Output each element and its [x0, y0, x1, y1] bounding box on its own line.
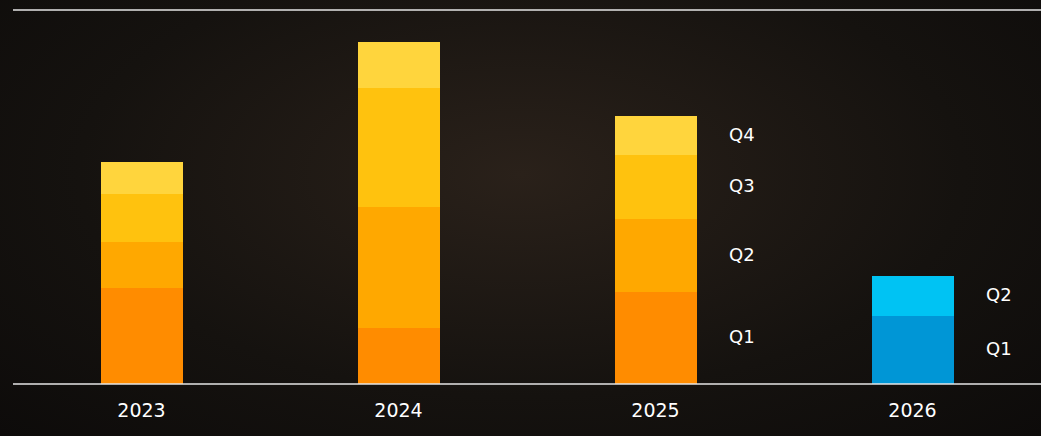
svg-text:Q2: Q2 [986, 284, 1012, 305]
svg-text:2023: 2023 [117, 399, 165, 421]
svg-text:Q2: Q2 [729, 244, 755, 265]
svg-text:Q4: Q4 [729, 124, 755, 145]
svg-text:2024: 2024 [374, 399, 422, 421]
svg-text:Q1: Q1 [986, 338, 1012, 359]
svg-text:2026: 2026 [888, 399, 936, 421]
svg-text:Q1: Q1 [729, 326, 755, 347]
svg-text:Q3: Q3 [729, 175, 755, 196]
svg-text:2025: 2025 [631, 399, 679, 421]
